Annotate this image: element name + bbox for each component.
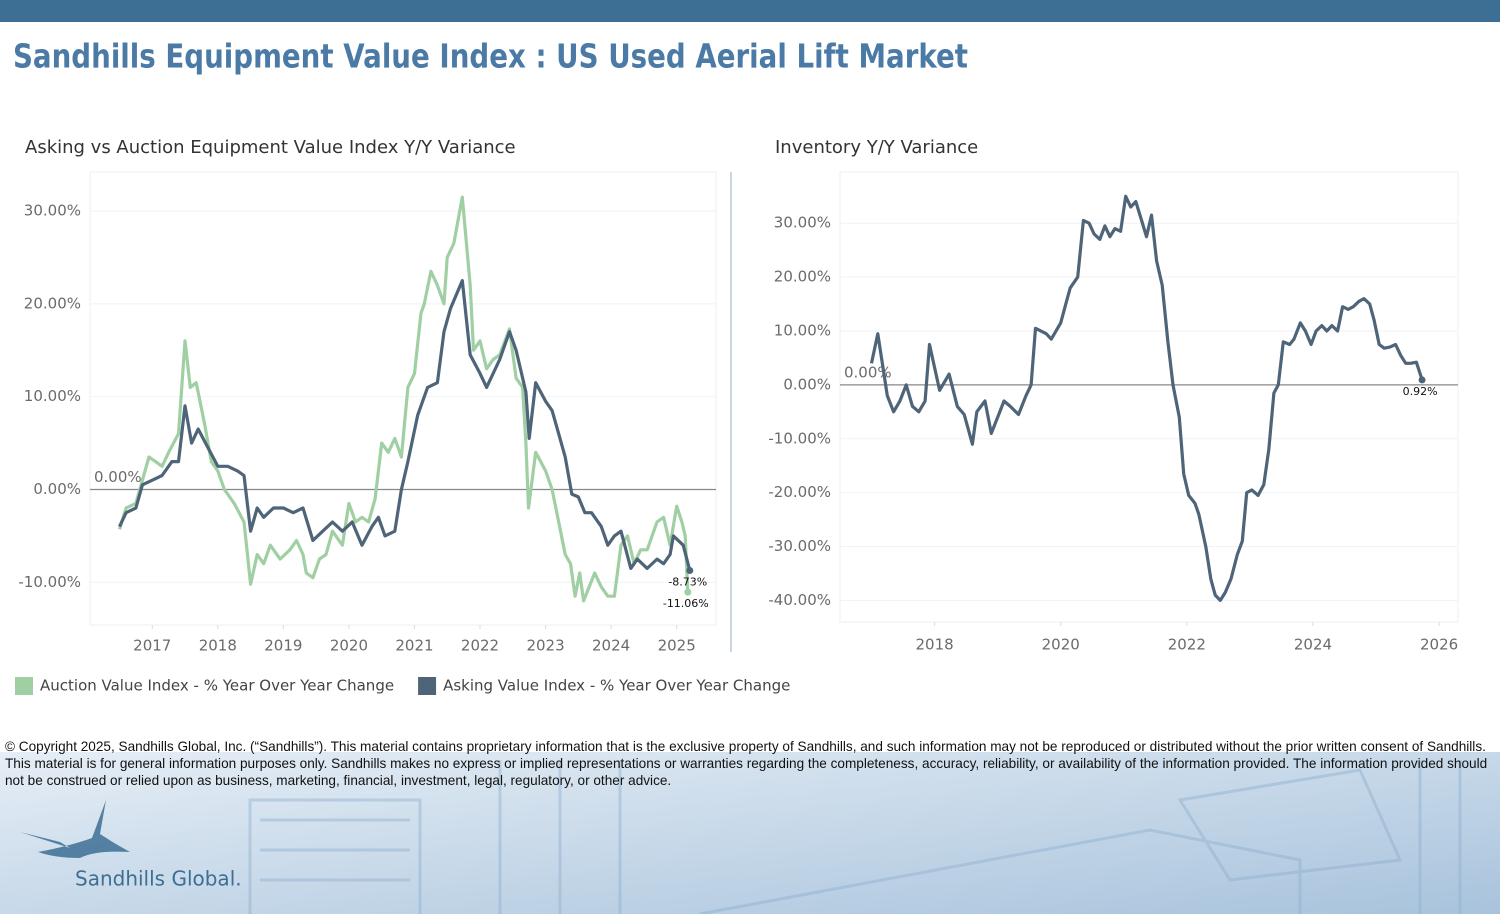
legend-swatch (15, 677, 33, 695)
x-tick-label: 2019 (264, 637, 302, 655)
logo-bird (20, 800, 130, 858)
x-tick-label: 2026 (1420, 636, 1458, 654)
value-label: -8.73% (668, 576, 707, 589)
end-point (684, 588, 692, 596)
y-tick-label: -10.00% (768, 429, 831, 447)
y-tick-label: -30.00% (768, 537, 831, 555)
y-tick-label: -10.00% (18, 573, 81, 591)
logo-text: Sandhills Global. (75, 867, 242, 891)
page-title: Sandhills Equipment Value Index : US Use… (13, 37, 968, 76)
y-tick-label: 0.00% (783, 375, 831, 393)
plot-frame (89, 171, 717, 626)
end-point (1418, 376, 1426, 384)
background-image (0, 752, 1500, 914)
x-tick-label: 2022 (1168, 636, 1206, 654)
data-line (117, 195, 690, 603)
y-tick-label: 10.00% (24, 387, 81, 405)
background-shapes (248, 760, 1462, 914)
x-tick-label: 2018 (915, 636, 953, 654)
copyright: © Copyright 2025, Sandhills Global, Inc.… (5, 739, 1488, 788)
legend-swatch (418, 677, 437, 695)
x-tick-label: 2018 (199, 637, 237, 655)
x-tick-label: 2020 (1042, 636, 1080, 654)
x-tick-label: 2017 (133, 637, 171, 655)
end-point (686, 567, 694, 575)
data-line (118, 279, 692, 571)
x-tick-label: 2020 (330, 637, 368, 655)
x-tick-label: 2024 (1294, 636, 1332, 654)
plot-frame (839, 171, 1459, 623)
y-tick-label: 30.00% (774, 214, 831, 232)
chart-title: Asking vs Auction Equipment Value Index … (25, 137, 516, 158)
legend-label: Auction Value Index - % Year Over Year C… (40, 677, 394, 695)
x-tick-label: 2024 (592, 637, 630, 655)
reference-label: 0.00% (844, 363, 892, 381)
x-tick-label: 2023 (526, 637, 564, 655)
value-label: -11.06% (663, 597, 709, 610)
y-tick-label: 30.00% (24, 201, 81, 219)
y-tick-label: -20.00% (768, 483, 831, 501)
y-tick-label: 20.00% (24, 294, 81, 312)
x-tick-label: 2022 (461, 637, 499, 655)
data-line (869, 194, 1424, 602)
top-bar (0, 0, 1500, 22)
y-tick-label: 20.00% (774, 268, 831, 286)
x-tick-label: 2021 (395, 637, 433, 655)
reference-label: 0.00% (94, 468, 142, 486)
y-tick-label: 10.00% (774, 321, 831, 339)
chart-title: Inventory Y/Y Variance (775, 137, 978, 158)
x-tick-label: 2025 (658, 637, 696, 655)
value-label: 0.92% (1403, 385, 1438, 398)
y-tick-label: 0.00% (33, 480, 81, 498)
legend-label: Asking Value Index - % Year Over Year Ch… (443, 677, 790, 695)
y-tick-label: -40.00% (768, 591, 831, 609)
